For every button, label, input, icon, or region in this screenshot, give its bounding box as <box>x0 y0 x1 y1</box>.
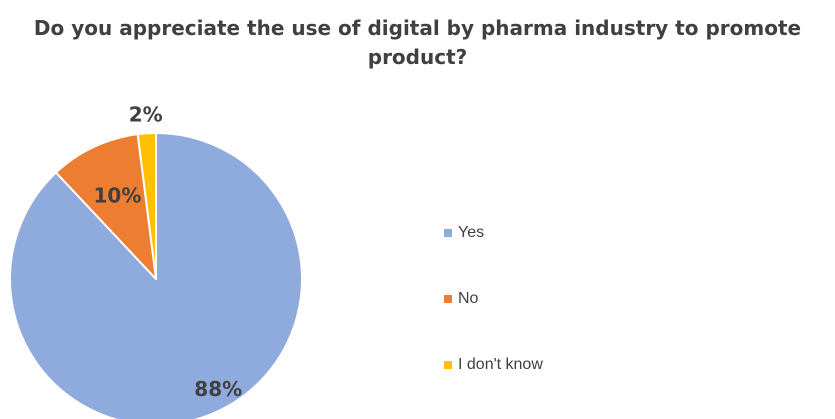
legend-swatch <box>444 295 452 303</box>
legend-swatch <box>444 361 452 369</box>
pie-slice-no <box>55 133 157 280</box>
legend-item-yes: Yes <box>444 224 484 242</box>
legend-label: I don't know <box>458 356 543 373</box>
data-label-yes: 88% <box>194 377 242 401</box>
legend-swatch <box>444 229 452 237</box>
data-label-no: 10% <box>94 184 142 208</box>
data-label-i-don-t-know: 2% <box>129 102 163 126</box>
legend-label: Yes <box>458 224 485 241</box>
pie-slice-i-don-t-know <box>136 132 157 280</box>
legend-item-no: No <box>444 290 478 308</box>
chart-title: Do you appreciate the use of digital by … <box>33 16 802 69</box>
legend-item-i-don-t-know: I don't know <box>444 356 543 374</box>
legend-label: No <box>458 290 479 307</box>
